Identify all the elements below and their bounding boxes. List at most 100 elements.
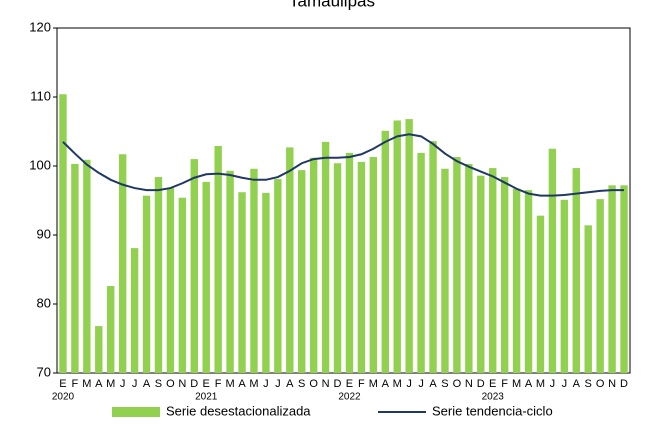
x-tick-label: A [286, 378, 294, 390]
legend-label: Serie desestacionalizada [166, 403, 311, 418]
x-tick-label: F [215, 378, 222, 390]
x-tick-label: A [525, 378, 533, 390]
bar [130, 248, 139, 373]
y-tick-label: 80 [37, 295, 51, 310]
bar [536, 215, 545, 373]
x-tick-label: E [203, 378, 210, 390]
y-tick-label: 90 [37, 226, 51, 241]
x-tick-label: A [429, 378, 437, 390]
bar [548, 148, 557, 373]
trend-line [62, 133, 625, 197]
x-tick-label: S [155, 378, 162, 390]
bar [118, 154, 127, 373]
x-tick-label: M [393, 378, 402, 390]
bar [309, 157, 318, 373]
y-tick-label: 100 [29, 157, 51, 172]
bar [202, 181, 210, 373]
plot-area [56, 27, 631, 374]
bar [584, 225, 592, 373]
x-tick-label: A [238, 378, 246, 390]
x-tick-label: N [322, 378, 330, 390]
bar [572, 168, 580, 373]
y-tick-label: 110 [30, 88, 51, 103]
legend-label: Serie tendencia-ciclo [432, 403, 553, 418]
bar [262, 192, 270, 373]
bar [620, 185, 628, 373]
x-tick-label: E [346, 378, 353, 390]
bar [107, 286, 115, 373]
x-tick-label: A [382, 378, 390, 390]
bar [142, 195, 151, 373]
x-tick-label: M [512, 378, 521, 390]
year-label: 2023 [482, 392, 505, 403]
bar [274, 179, 282, 373]
bar [226, 170, 234, 373]
bar [560, 199, 569, 373]
x-tick-label: O [453, 378, 462, 390]
year-label: 2022 [338, 392, 361, 403]
x-tick-label: O [309, 378, 318, 390]
bar [429, 141, 437, 373]
x-tick-label: J [132, 378, 138, 390]
bar [321, 141, 330, 373]
bar [357, 161, 366, 373]
bar [608, 185, 616, 373]
bar [178, 197, 187, 373]
bar [190, 159, 198, 373]
x-tick-label: M [536, 378, 545, 390]
x-tick-label: J [562, 378, 568, 390]
x-tick-label: S [298, 378, 305, 390]
x-tick-label: N [608, 378, 616, 390]
bar [524, 190, 533, 373]
bar [298, 170, 306, 373]
x-tick-label: J [418, 378, 424, 390]
bar [441, 168, 449, 373]
y-tick-label: 70 [37, 364, 51, 379]
x-tick-label: A [143, 378, 151, 390]
x-tick-label: E [59, 378, 66, 390]
bar [512, 188, 521, 373]
x-tick-label: D [620, 378, 628, 390]
x-tick-label: D [334, 378, 342, 390]
x-tick-label: D [477, 378, 485, 390]
bar [166, 188, 175, 373]
bar [453, 157, 461, 373]
x-tick-label: E [489, 378, 496, 390]
bar [393, 120, 401, 374]
bar [154, 177, 163, 373]
year-label: 2020 [52, 392, 75, 403]
bar [417, 152, 425, 373]
y-tick-label: 120 [29, 19, 51, 34]
bar [286, 147, 294, 373]
x-tick-label: J [120, 378, 126, 390]
x-tick-label: A [95, 378, 103, 390]
x-tick-label: F [501, 378, 508, 390]
x-tick-label: F [358, 378, 365, 390]
x-tick-label: N [465, 378, 473, 390]
bar [214, 145, 222, 373]
x-tick-label: O [596, 378, 605, 390]
x-tick-label: N [178, 378, 186, 390]
x-tick-label: J [275, 378, 281, 390]
bar [59, 94, 67, 374]
x-tick-label: S [585, 378, 592, 390]
bar [369, 157, 378, 373]
x-tick-label: J [550, 378, 556, 390]
x-tick-label: O [166, 378, 175, 390]
bar [250, 168, 258, 373]
legend-swatch [112, 407, 160, 417]
bar [489, 168, 497, 373]
bar [238, 192, 246, 373]
chart-title: Tamaulipas [289, 0, 375, 10]
bar [465, 163, 473, 373]
x-tick-label: F [72, 378, 79, 390]
x-tick-label: D [190, 378, 198, 390]
bar [345, 152, 354, 373]
x-tick-label: M [82, 378, 91, 390]
x-tick-label: M [369, 378, 378, 390]
bar [405, 119, 413, 373]
x-tick-label: M [226, 378, 235, 390]
bar [381, 130, 389, 373]
bar [477, 175, 485, 373]
